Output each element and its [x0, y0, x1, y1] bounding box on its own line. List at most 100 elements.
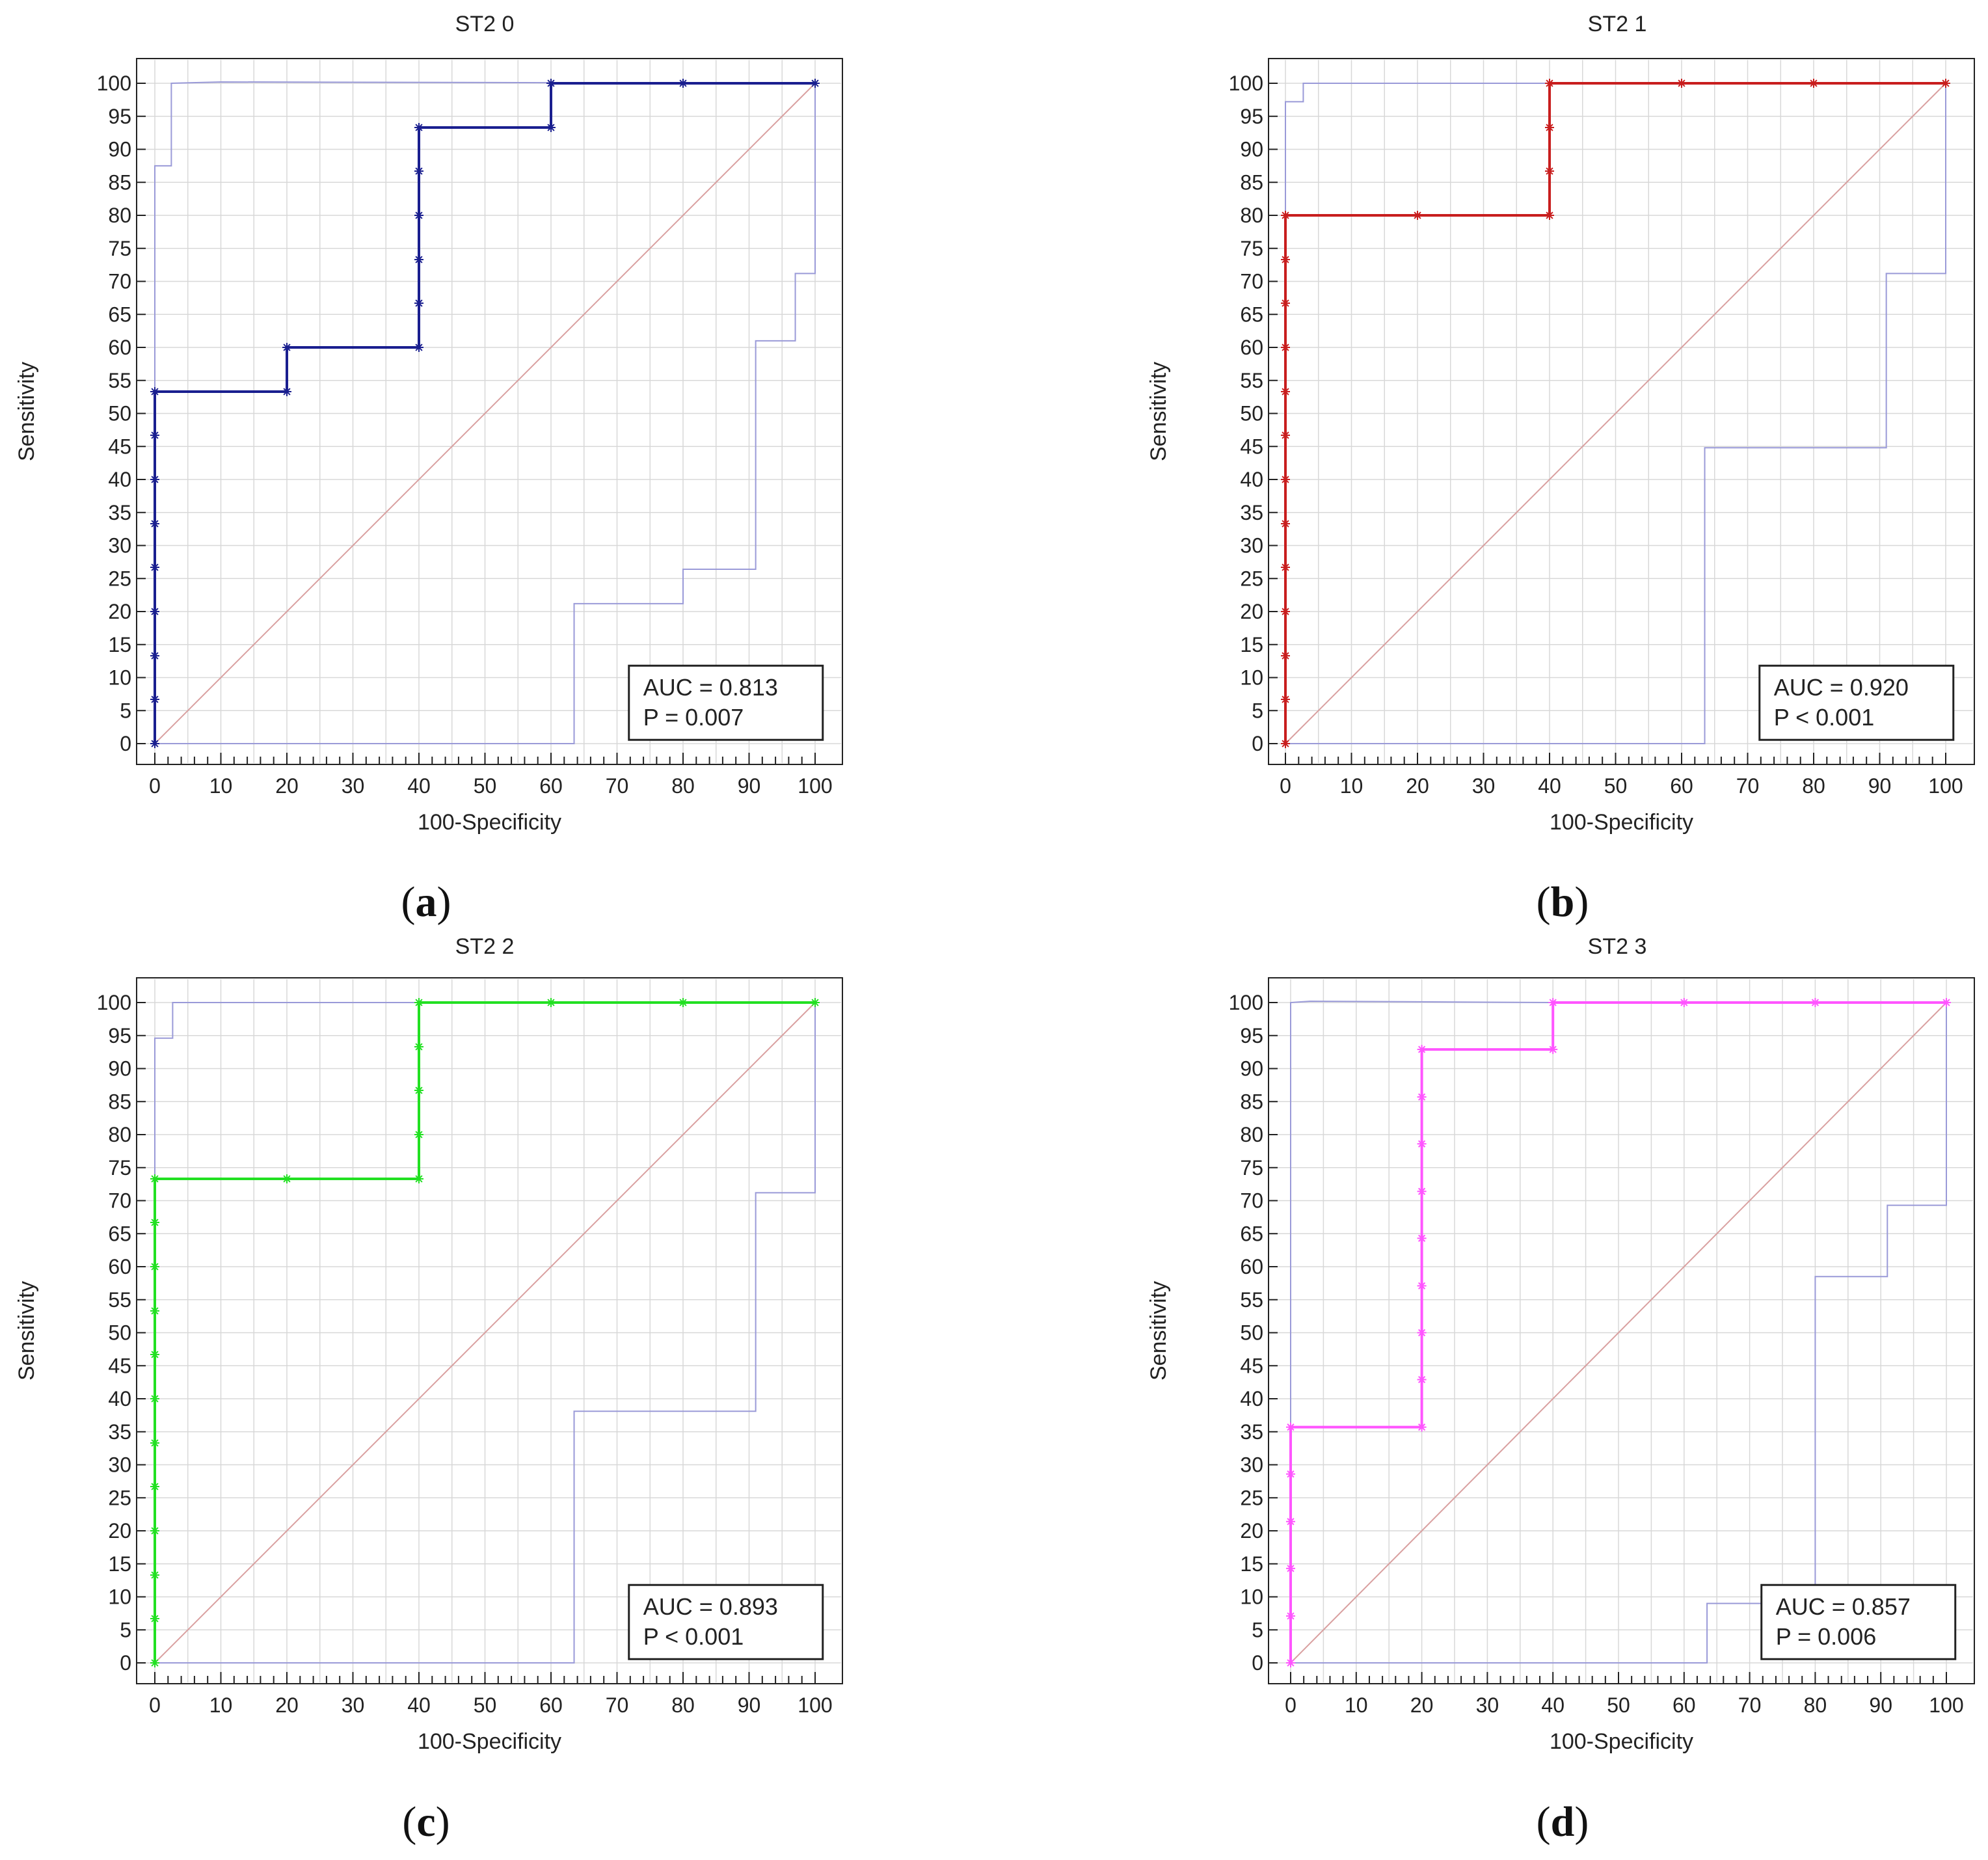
- roc-point: [414, 123, 423, 133]
- roc-point: [414, 343, 423, 352]
- roc-point: [1417, 1092, 1427, 1102]
- y-axis-label: Sensitivity: [14, 1281, 39, 1381]
- y-tick-label: 20: [1240, 600, 1263, 623]
- y-axis-label: Sensitivity: [14, 362, 39, 461]
- roc-point: [678, 998, 688, 1007]
- y-tick-label: 35: [1240, 1420, 1263, 1444]
- y-tick-label: 80: [108, 204, 131, 227]
- y-axis: 0 5 10 15 20 25 30 35 40 45 50 55 60 65 70 75 80 85 90 95 10…: [1229, 72, 1278, 755]
- roc-point: [1677, 79, 1686, 88]
- y-tick-label: 70: [108, 270, 131, 293]
- x-axis-label: 100-Specificity: [1550, 810, 1693, 835]
- roc-point: [1281, 430, 1290, 440]
- roc-point: [414, 255, 423, 265]
- x-axis: 0 10 20 30 40 50 60 70 80 90 100: [149, 753, 833, 798]
- roc-panel-a: ST2 0 0 5 10 15 20 25 30 35 40 45 50 55 60 65 70 75 80 85 9…: [14, 12, 843, 926]
- roc-point: [414, 1130, 423, 1139]
- y-tick-label: 60: [108, 336, 131, 359]
- x-tick-label: 40: [1541, 1693, 1565, 1717]
- roc-point: [150, 562, 159, 572]
- y-tick-label: 55: [108, 369, 131, 392]
- y-tick-label: 5: [120, 1618, 131, 1641]
- roc-point: [1281, 519, 1290, 529]
- roc-point: [1281, 694, 1290, 704]
- y-tick-label: 90: [108, 1057, 131, 1081]
- x-tick-label: 20: [275, 1693, 299, 1717]
- x-tick-label: 50: [1604, 774, 1628, 798]
- roc-point: [150, 1174, 159, 1184]
- x-tick-label: 20: [275, 774, 299, 798]
- y-tick-label: 5: [1252, 1618, 1263, 1641]
- y-tick-label: 0: [120, 1651, 131, 1675]
- y-tick-label: 80: [108, 1123, 131, 1146]
- roc-point: [811, 79, 820, 88]
- x-tick-label: 40: [407, 1693, 431, 1717]
- y-tick-label: 75: [1240, 237, 1263, 260]
- auc-label: AUC = 0.857: [1776, 1593, 1911, 1620]
- x-axis-label: 100-Specificity: [1550, 1729, 1693, 1754]
- roc-point: [150, 694, 159, 704]
- reference-diagonal: [1285, 83, 1946, 744]
- y-tick-label: 10: [108, 1585, 131, 1609]
- plot-frame: [1268, 977, 1975, 1684]
- x-tick-label: 90: [738, 1693, 761, 1717]
- roc-point: [1545, 123, 1554, 133]
- x-tick-label: 20: [1406, 774, 1429, 798]
- panel-caption: (c): [402, 1798, 450, 1846]
- y-tick-label: 25: [108, 567, 131, 590]
- roc-point: [282, 343, 291, 352]
- grid: [138, 979, 841, 1682]
- x-tick-label: 90: [738, 774, 761, 798]
- panel-title: ST2 3: [1588, 934, 1647, 959]
- x-tick-label: 60: [539, 774, 563, 798]
- roc-point: [1281, 607, 1290, 616]
- x-tick-label: 100: [798, 1693, 832, 1717]
- p-value-label: P = 0.007: [643, 704, 744, 731]
- roc-point: [1286, 1658, 1295, 1667]
- roc-point: [150, 739, 159, 748]
- roc-point: [1286, 1516, 1295, 1526]
- roc-point: [150, 475, 159, 484]
- x-tick-label: 90: [1869, 1693, 1892, 1717]
- x-tick-label: 10: [209, 774, 233, 798]
- roc-point: [150, 430, 159, 440]
- y-tick-label: 50: [1240, 402, 1263, 425]
- y-tick-label: 60: [1240, 336, 1263, 359]
- x-tick-label: 30: [1476, 1693, 1499, 1717]
- y-tick-label: 90: [1240, 1057, 1263, 1081]
- y-tick-label: 50: [1240, 1321, 1263, 1345]
- plot-frame: [136, 977, 843, 1684]
- ci-lower-line: [155, 83, 816, 744]
- roc-point: [1413, 211, 1422, 220]
- y-tick-label: 25: [1240, 1486, 1263, 1509]
- y-tick-label: 95: [108, 105, 131, 128]
- x-tick-label: 50: [474, 774, 497, 798]
- y-tick-label: 45: [108, 435, 131, 458]
- y-axis-label: Sensitivity: [1146, 362, 1171, 461]
- roc-point: [1417, 1139, 1427, 1149]
- y-tick-label: 15: [108, 633, 131, 656]
- x-tick-label: 0: [149, 1693, 161, 1717]
- roc-point: [414, 1085, 423, 1095]
- x-tick-label: 100: [1928, 774, 1963, 798]
- stats-box-frame: [628, 664, 824, 741]
- roc-point: [546, 998, 556, 1007]
- roc-point: [1545, 166, 1554, 176]
- roc-point: [150, 1262, 159, 1271]
- y-tick-label: 70: [108, 1189, 131, 1213]
- x-tick-label: 10: [209, 1693, 233, 1717]
- stats-box-frame: [1760, 1584, 1957, 1660]
- y-tick-label: 50: [108, 402, 131, 425]
- x-axis-label: 100-Specificity: [418, 1729, 561, 1754]
- y-tick-label: 40: [1240, 468, 1263, 491]
- x-tick-label: 100: [798, 774, 832, 798]
- reference-diagonal: [1290, 1002, 1947, 1664]
- panel-title: ST2 1: [1588, 12, 1647, 36]
- y-tick-label: 55: [1240, 369, 1263, 392]
- roc-point: [150, 651, 159, 661]
- roc-point: [1286, 1611, 1295, 1621]
- y-tick-label: 100: [97, 991, 131, 1014]
- plot-frame: [1268, 58, 1975, 765]
- ci-lower-line: [1291, 1003, 1947, 1664]
